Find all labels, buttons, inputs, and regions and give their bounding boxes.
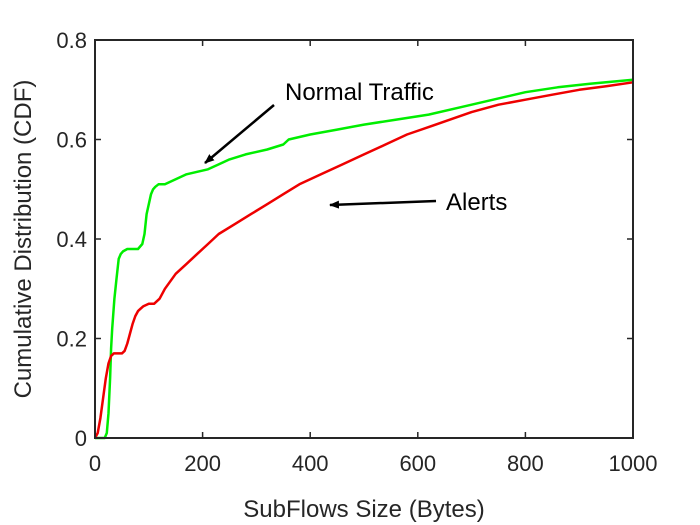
x-tick-label: 800 <box>507 451 544 476</box>
normal-traffic-arrow <box>204 104 275 164</box>
annotation-layer: Normal Traffic Alerts <box>204 79 507 216</box>
y-axis-label: Cumulative Distribution (CDF) <box>10 80 37 399</box>
plot-frame <box>94 39 634 439</box>
y-tick-label: 0 <box>75 426 87 451</box>
series-line-1 <box>93 81 634 439</box>
x-tick-label: 1000 <box>609 451 658 476</box>
alerts-arrow <box>329 199 437 209</box>
series-layer <box>93 78 634 440</box>
x-tick-label: 200 <box>184 451 221 476</box>
series-line-0 <box>95 78 634 440</box>
y-tick-label: 0.6 <box>56 128 87 153</box>
y-tick-label: 0.8 <box>56 28 87 53</box>
x-tick-label: 400 <box>292 451 329 476</box>
normal-traffic-annotation: Normal Traffic <box>285 79 434 106</box>
plot-background <box>95 40 633 438</box>
x-tick-label: 600 <box>399 451 436 476</box>
y-tick-label: 0.2 <box>56 327 87 352</box>
alerts-annotation: Alerts <box>446 189 507 216</box>
x-tick-label: 0 <box>89 451 101 476</box>
ticks-layer: 0 200 400 600 800 1000 0 0.2 0.4 0.6 0.8 <box>56 28 657 476</box>
y-tick-label: 0.4 <box>56 227 87 252</box>
x-axis-label: SubFlows Size (Bytes) <box>243 496 484 523</box>
